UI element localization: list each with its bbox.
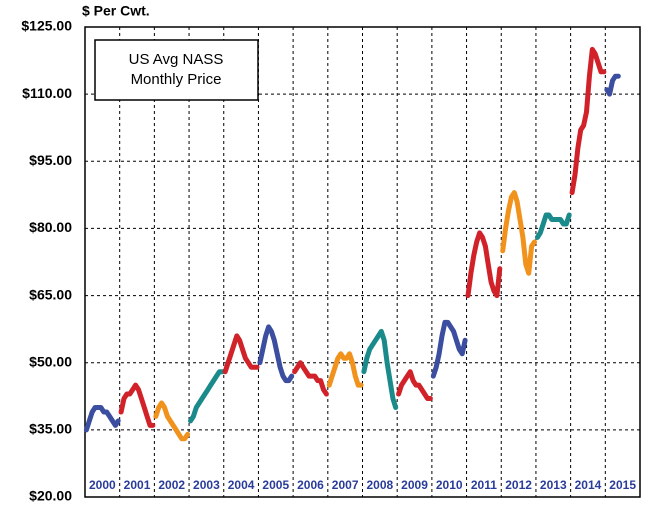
price-line [465, 230, 503, 299]
x-tick-label: 2013 [540, 478, 567, 492]
price-line [396, 369, 433, 401]
price-line [326, 351, 364, 388]
price-line [361, 328, 399, 410]
price-line [188, 369, 225, 424]
x-tick-label: 2014 [575, 478, 602, 492]
price-line [604, 73, 621, 97]
y-tick-label: $20.00 [29, 488, 72, 504]
x-tick-label: 2007 [332, 478, 359, 492]
x-tick-label: 2004 [228, 478, 255, 492]
price-line [500, 190, 537, 276]
x-tick-label: 2001 [124, 478, 151, 492]
x-tick-label: 2003 [193, 478, 220, 492]
price-line [569, 46, 607, 196]
y-tick-label: $110.00 [22, 85, 72, 101]
y-tick-label: $65.00 [29, 286, 72, 302]
y-tick-label: $50.00 [29, 353, 72, 369]
x-tick-label: 2015 [609, 478, 636, 492]
y-tick-label: $95.00 [29, 152, 72, 168]
price-line [430, 319, 468, 379]
x-tick-label: 2010 [436, 478, 463, 492]
price-line [153, 400, 191, 442]
x-tick-label: 2000 [89, 478, 116, 492]
y-axis-label: $ Per Cwt. [82, 3, 150, 19]
price-line [118, 382, 156, 428]
annotation-text: Monthly Price [131, 71, 222, 88]
x-tick-label: 2006 [297, 478, 324, 492]
x-tick-label: 2008 [366, 478, 393, 492]
y-tick-label: $35.00 [29, 421, 72, 437]
price-line [292, 360, 329, 397]
x-tick-label: 2012 [505, 478, 532, 492]
plot-frame [84, 26, 641, 498]
y-tick-label: $125.00 [21, 18, 72, 34]
x-tick-label: 2005 [262, 478, 289, 492]
y-tick-label: $80.00 [29, 219, 72, 235]
annotation-text: US Avg NASS [129, 51, 224, 68]
x-tick-label: 2002 [158, 478, 185, 492]
x-tick-label: 2009 [401, 478, 428, 492]
price-line [534, 212, 572, 240]
x-tick-label: 2011 [471, 478, 497, 492]
price-line [222, 333, 260, 375]
annotation-box [94, 39, 259, 101]
price-line [83, 405, 121, 433]
price-line [257, 324, 295, 384]
